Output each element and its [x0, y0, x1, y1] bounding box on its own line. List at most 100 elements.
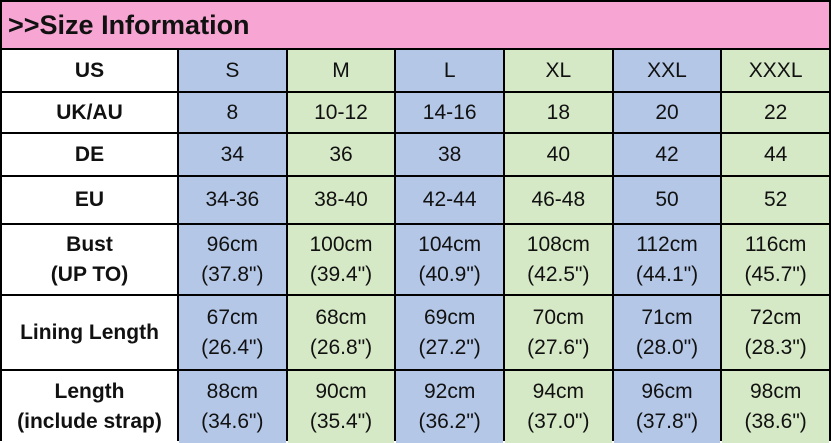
size-cell: 42: [613, 134, 721, 175]
cell-text: Length: [54, 380, 125, 403]
cell-text: 68cm: [315, 305, 367, 329]
cell-text: 18: [546, 100, 570, 124]
row-label: Lining Length: [2, 296, 177, 369]
size-cell: 34: [179, 134, 286, 175]
size-cell: 22: [722, 93, 829, 132]
cell-text: (37.0"): [527, 410, 590, 433]
size-cell: 44: [722, 134, 829, 175]
cell-text: 70cm: [532, 305, 584, 329]
cell-text: (35.4"): [309, 410, 373, 433]
cell-text: (37.8"): [201, 262, 264, 286]
row-label: Bust (UP TO): [2, 225, 177, 294]
row-label: UK/AU: [2, 93, 177, 132]
cell-text: 34-36: [205, 188, 260, 211]
size-cell: 14-16: [396, 93, 503, 132]
size-cell: 69cm (27.2"): [396, 296, 503, 369]
size-cell: 90cm (35.4"): [287, 371, 395, 443]
cell-text: 72cm: [749, 305, 802, 329]
cell-text: 50: [655, 188, 679, 211]
cell-text: 94cm: [532, 380, 584, 403]
cell-text: 10-12: [314, 100, 368, 124]
cell-text: 22: [763, 100, 788, 124]
size-cell: M: [287, 50, 395, 91]
cell-text: S: [225, 58, 240, 82]
cell-text: (28.3"): [744, 335, 807, 359]
cell-text: (44.1"): [635, 262, 699, 286]
cell-text: 14-16: [422, 100, 477, 124]
cell-text: DE: [74, 142, 105, 166]
cell-text: (45.7"): [744, 262, 807, 286]
size-cell: 46-48: [504, 177, 612, 223]
size-table: US S M L XL XXL XXXL UK/AU 8 10-12 14-16 18 20 22 DE 34…: [2, 50, 829, 443]
size-cell: 116cm (45.7"): [722, 225, 829, 294]
cell-text: (UP TO): [50, 262, 129, 286]
cell-text: 96cm: [206, 232, 258, 256]
cell-text: 98cm: [749, 380, 802, 403]
cell-text: L: [443, 58, 456, 82]
cell-text: (36.2"): [418, 410, 481, 433]
size-cell: 96cm (37.8"): [179, 225, 286, 294]
cell-text: 46-48: [531, 188, 586, 211]
cell-text: 92cm: [423, 380, 476, 403]
cell-text: XXL: [647, 58, 687, 82]
size-cell: L: [396, 50, 503, 91]
size-cell: 8: [179, 93, 286, 132]
size-cell: 34-36: [179, 177, 286, 223]
cell-text: 52: [763, 188, 788, 211]
size-cell: 104cm (40.9"): [396, 225, 503, 294]
size-cell: 68cm (26.8"): [287, 296, 395, 369]
cell-text: (42.5"): [527, 262, 590, 286]
cell-text: US: [74, 58, 105, 82]
cell-text: 71cm: [641, 305, 693, 329]
size-cell: 40: [504, 134, 612, 175]
cell-text: 100cm: [309, 232, 373, 256]
cell-text: (37.8"): [635, 410, 699, 433]
cell-text: (28.0"): [635, 335, 699, 359]
cell-text: Bust: [66, 232, 113, 256]
cell-text: (26.4"): [201, 335, 264, 359]
row-label: DE: [2, 134, 177, 175]
size-cell: 67cm (26.4"): [179, 296, 286, 369]
size-cell: XXXL: [722, 50, 829, 91]
size-cell: XL: [504, 50, 612, 91]
size-cell: XXL: [613, 50, 721, 91]
size-cell: 96cm (37.8"): [613, 371, 721, 443]
cell-text: EU: [74, 188, 105, 211]
size-cell: 71cm (28.0"): [613, 296, 721, 369]
cell-text: (27.2"): [418, 335, 481, 359]
cell-text: 40: [546, 142, 570, 166]
size-cell: 94cm (37.0"): [504, 371, 612, 443]
size-cell: 88cm (34.6"): [179, 371, 286, 443]
size-cell: 112cm (44.1"): [613, 225, 721, 294]
cell-text: 108cm: [526, 232, 590, 256]
cell-text: (include strap): [17, 410, 162, 433]
cell-text: 36: [329, 142, 353, 166]
cell-text: XXXL: [748, 58, 803, 82]
cell-text: (40.9"): [418, 262, 481, 286]
row-label: US: [2, 50, 177, 91]
cell-text: 44: [763, 142, 788, 166]
row-label: Length (include strap): [2, 371, 177, 443]
cell-text: M: [332, 58, 350, 82]
size-cell: 92cm (36.2"): [396, 371, 503, 443]
cell-text: 96cm: [641, 380, 693, 403]
cell-text: 38-40: [314, 188, 368, 211]
cell-text: (26.8"): [309, 335, 373, 359]
cell-text: 8: [226, 100, 239, 124]
size-cell: 72cm (28.3"): [722, 296, 829, 369]
size-cell: 36: [287, 134, 395, 175]
cell-text: 69cm: [423, 305, 476, 329]
cell-text: Lining Length: [20, 320, 159, 344]
cell-text: 104cm: [418, 232, 482, 256]
size-cell: 52: [722, 177, 829, 223]
size-cell: 50: [613, 177, 721, 223]
cell-text: 67cm: [206, 305, 258, 329]
size-cell: 98cm (38.6"): [722, 371, 829, 443]
cell-text: 112cm: [636, 232, 698, 256]
cell-text: 90cm: [315, 380, 367, 403]
cell-text: XL: [545, 58, 572, 82]
cell-text: 88cm: [206, 380, 258, 403]
size-cell: 20: [613, 93, 721, 132]
size-cell: S: [179, 50, 286, 91]
